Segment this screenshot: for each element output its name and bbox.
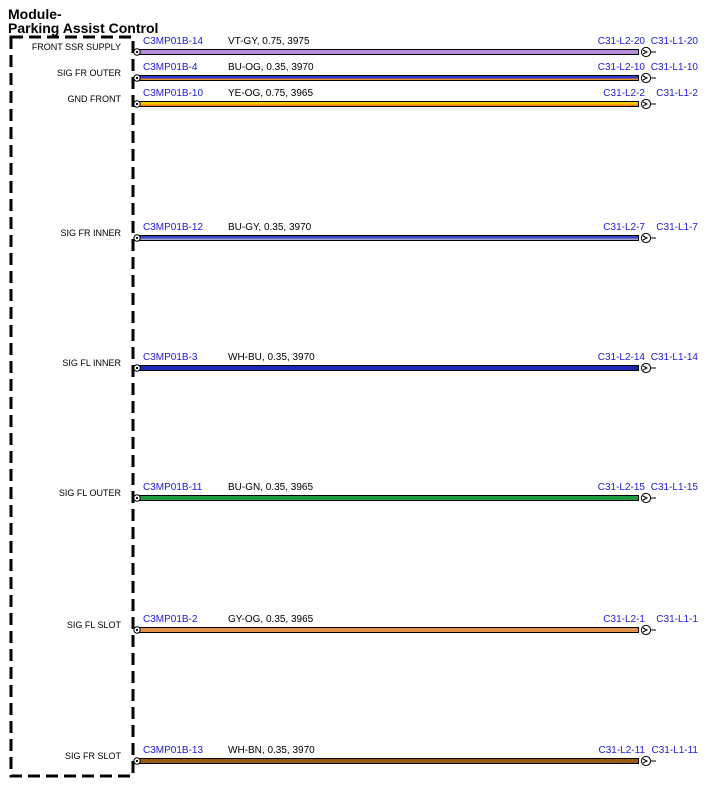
source-pin-label: C3MP01B-11 <box>143 482 203 493</box>
wire-spec-label: VT-GY, 0.75, 3975 <box>228 36 310 47</box>
connector-arrow-icon <box>642 495 649 501</box>
source-pin-label: C3MP01B-10 <box>143 88 203 99</box>
circuit-name: SIG FR OUTER <box>57 68 122 78</box>
wire-spec-label: BU-GY, 0.35, 3970 <box>228 222 312 233</box>
circuit-name: SIG FR INNER <box>60 228 121 238</box>
circuit-name: SIG FL OUTER <box>59 488 122 498</box>
circuit-name: GND FRONT <box>68 94 122 104</box>
inline-pin-label: C31-L2-7 <box>603 222 645 233</box>
inline-pin-label: C31-L2-1 <box>603 614 645 625</box>
wire <box>140 76 638 80</box>
module-title-line1: Module- <box>8 6 62 22</box>
circuit-row: SIG FR OUTER C3MP01B-4 BU-OG, 0.35, 3970 C3… <box>57 62 699 84</box>
destination-pin-label: C31-L1-2 <box>656 88 698 99</box>
circuit-row: GND FRONT C3MP01B-10 YE-OG, 0.75, 3965 C31-… <box>68 88 698 110</box>
connector-arrow-icon <box>642 235 649 241</box>
wire-spec-label: BU-OG, 0.35, 3970 <box>228 62 314 73</box>
circuit-row: SIG FR INNER C3MP01B-12 BU-GY, 0.35, 3970 C… <box>60 222 698 244</box>
module-terminal-dot <box>135 366 139 370</box>
connector-arrow-icon <box>642 627 649 633</box>
connector-arrow-icon <box>642 365 649 371</box>
module-terminal-dot <box>135 236 139 240</box>
wire <box>140 102 638 106</box>
module-terminal-dot <box>135 759 139 763</box>
wire-spec-label: YE-OG, 0.75, 3965 <box>228 88 313 99</box>
connector-arrow-icon <box>642 49 649 55</box>
source-pin-label: C3MP01B-3 <box>143 352 198 363</box>
destination-pin-label: C31-L1-7 <box>656 222 698 233</box>
circuit-row: SIG FL OUTER C3MP01B-11 BU-GN, 0.35, 3965 C… <box>59 482 699 504</box>
wire <box>140 496 638 500</box>
circuit-name: FRONT SSR SUPPLY <box>32 42 121 52</box>
connector-arrow-icon <box>642 758 649 764</box>
wire-spec-label: WH-BN, 0.35, 3970 <box>228 745 315 756</box>
source-pin-label: C3MP01B-12 <box>143 222 203 233</box>
inline-pin-label: C31-L2-11 <box>598 745 645 756</box>
module-terminal-dot <box>135 628 139 632</box>
circuit-name: SIG FR SLOT <box>65 751 122 761</box>
source-pin-label: C3MP01B-14 <box>143 36 203 47</box>
destination-pin-label: C31-L1-15 <box>651 482 699 493</box>
module-terminal-dot <box>135 496 139 500</box>
wire-spec-label: BU-GN, 0.35, 3965 <box>228 482 313 493</box>
wire-spec-label: GY-OG, 0.35, 3965 <box>228 614 314 625</box>
module-boundary <box>9 35 135 778</box>
wire-stripe <box>140 78 638 80</box>
source-pin-label: C3MP01B-2 <box>143 614 198 625</box>
source-pin-label: C3MP01B-13 <box>143 745 203 756</box>
wire-stripe <box>140 238 638 240</box>
wire <box>140 366 638 370</box>
destination-pin-label: C31-L1-14 <box>651 352 699 363</box>
wire <box>140 628 638 632</box>
wire-stripe <box>140 104 638 106</box>
circuit-name: SIG FL SLOT <box>67 620 122 630</box>
wire-spec-label: WH-BU, 0.35, 3970 <box>228 352 315 363</box>
destination-pin-label: C31-L1-1 <box>656 614 698 625</box>
inline-pin-label: C31-L2-14 <box>598 352 646 363</box>
destination-pin-label: C31-L1-10 <box>651 62 699 73</box>
connector-arrow-icon <box>642 75 649 81</box>
circuit-row: SIG FL SLOT C3MP01B-2 GY-OG, 0.35, 3965 C31… <box>67 614 698 636</box>
inline-pin-label: C31-L2-20 <box>598 36 646 47</box>
circuit-name: SIG FL INNER <box>62 358 121 368</box>
circuit-row: SIG FL INNER C3MP01B-3 WH-BU, 0.35, 3970 C3… <box>62 352 699 374</box>
circuit-list: FRONT SSR SUPPLY C3MP01B-14 VT-GY, 0.75, 3… <box>32 36 699 767</box>
circuit-row: SIG FR SLOT C3MP01B-13 WH-BN, 0.35, 3970 C3… <box>65 745 698 767</box>
inline-pin-label: C31-L2-2 <box>603 88 645 99</box>
module-title-line2: Parking Assist Control <box>8 20 158 36</box>
destination-pin-label: C31-L1-20 <box>651 36 699 47</box>
circuit-row: FRONT SSR SUPPLY C3MP01B-14 VT-GY, 0.75, 3… <box>32 36 699 58</box>
wire <box>140 236 638 240</box>
wire <box>140 759 638 763</box>
destination-pin-label: C31-L1-11 <box>651 745 698 756</box>
connector-arrow-icon <box>642 101 649 107</box>
source-pin-label: C3MP01B-4 <box>143 62 198 73</box>
inline-pin-label: C31-L2-15 <box>598 482 646 493</box>
wire <box>140 50 638 54</box>
inline-pin-label: C31-L2-10 <box>598 62 646 73</box>
module-terminal-dot <box>135 102 139 106</box>
module-terminal-dot <box>135 50 139 54</box>
module-terminal-dot <box>135 76 139 80</box>
